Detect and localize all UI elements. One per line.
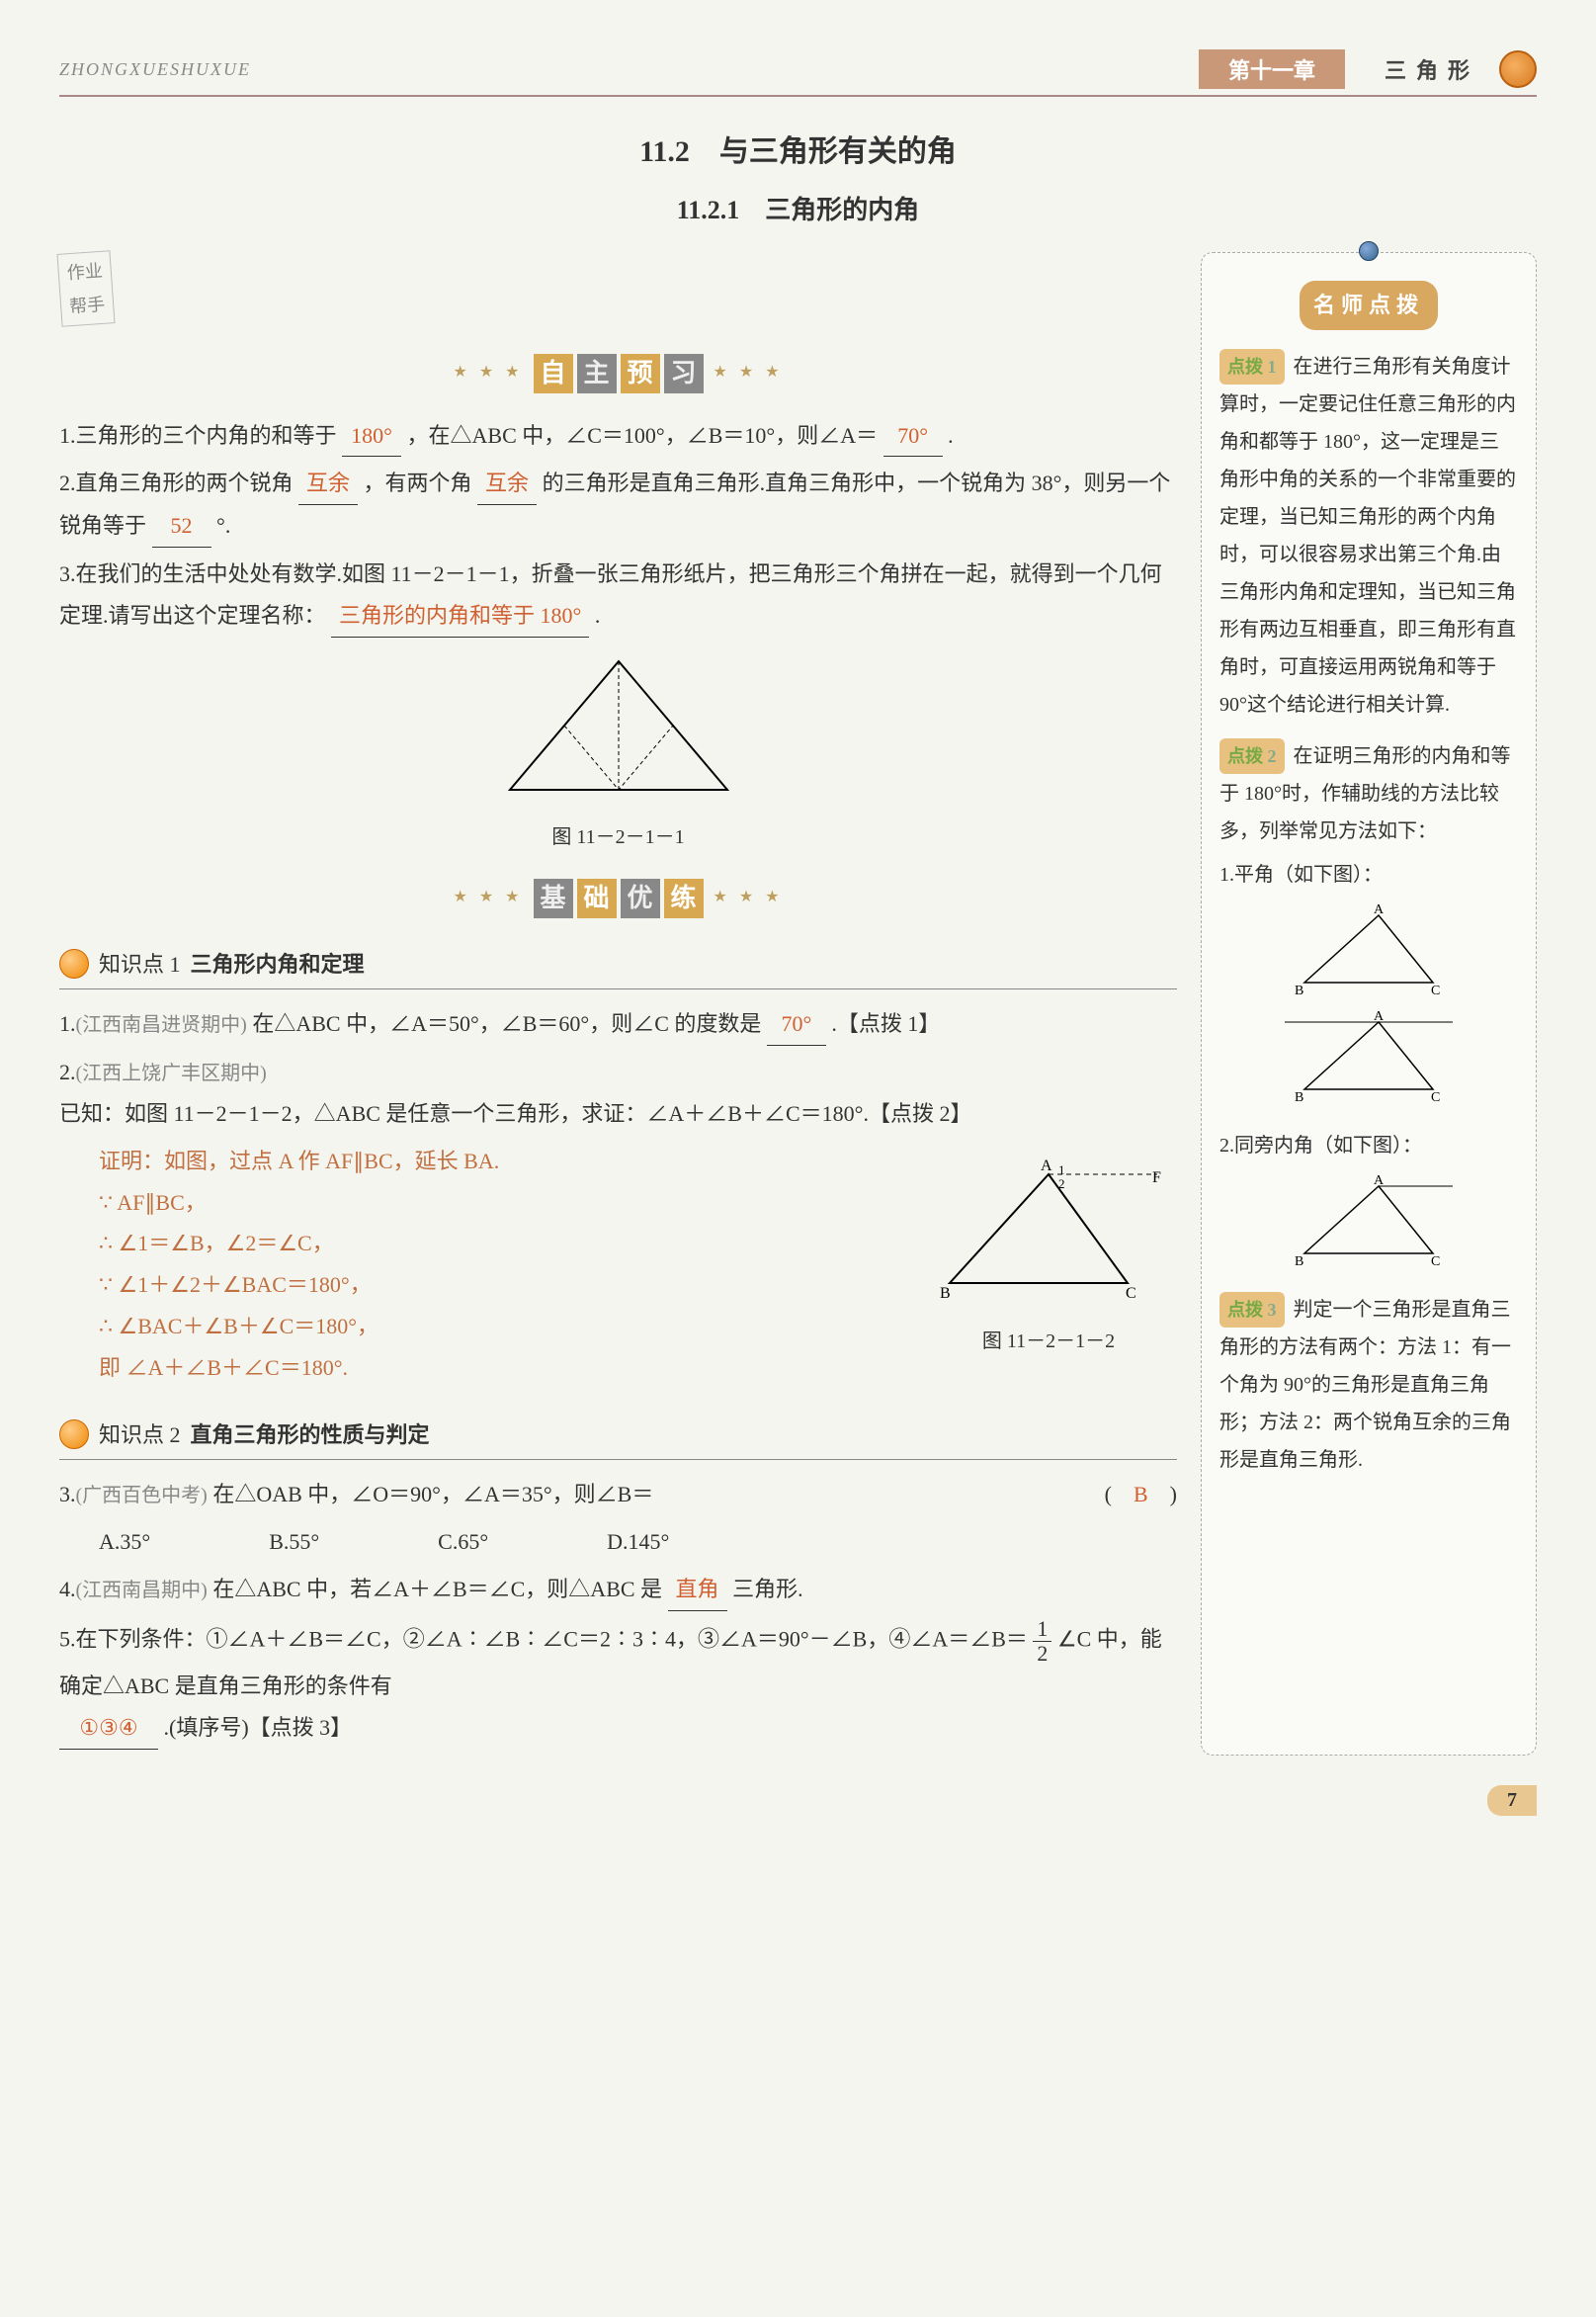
sidebar: 名师点拨 点拨 1 在进行三角形有关角度计算时，一定要记住任意三角形的内角和都等…	[1201, 252, 1537, 1756]
sidebar-fig-2: A B C	[1219, 1174, 1518, 1281]
ball-icon	[59, 949, 89, 979]
answer: ①③④	[59, 1707, 158, 1750]
svg-text:B: B	[1295, 1254, 1303, 1268]
tip-1: 点拨 1 在进行三角形有关角度计算时，一定要记住任意三角形的内角和都等于 180…	[1219, 348, 1518, 724]
svg-text:C: C	[1431, 1254, 1440, 1268]
proof: 证明：如图，过点 A 作 AF∥BC，延长 BA. ∵ AF∥BC， ∴ ∠1＝…	[99, 1141, 900, 1389]
stamp: 作业帮手	[59, 252, 1177, 331]
svg-text:B: B	[940, 1285, 951, 1302]
figure-11-2-1-1: 图 11－2－1－1	[59, 651, 1177, 857]
answer: 互余	[477, 463, 537, 505]
sidebar-title: 名师点拨	[1300, 281, 1438, 330]
topic-label: 三角形	[1385, 53, 1479, 85]
svg-text:2: 2	[1058, 1176, 1065, 1191]
knowledge-point-2-header: 知识点 2 直角三角形的性质与判定	[59, 1415, 1177, 1461]
star-icon: ★ ★ ★	[714, 358, 784, 387]
practice-banner: ★ ★ ★ 基 础 优 练 ★ ★ ★	[59, 874, 1177, 917]
answer: 70°	[883, 415, 943, 458]
kp2-q3: 3.(广西百色中考) 在△OAB 中，∠O＝90°，∠A＝35°，则∠B＝ ( …	[59, 1474, 1177, 1515]
answer: 180°	[342, 415, 401, 458]
star-icon: ★ ★ ★	[453, 883, 523, 912]
kp2-q4: 4.(江西南昌期中) 在△ABC 中，若∠A＋∠B＝∠C，则△ABC 是 直角 …	[59, 1569, 1177, 1611]
knowledge-point-1-header: 知识点 1 三角形内角和定理	[59, 944, 1177, 990]
method-2: 2.同旁内角（如下图）：	[1219, 1127, 1518, 1164]
section-title: 11.2 与三角形有关的角	[59, 127, 1537, 170]
svg-text:A: A	[1041, 1158, 1052, 1174]
svg-text:C: C	[1431, 1090, 1440, 1104]
figure-caption: 图 11－2－1－2	[920, 1323, 1177, 1360]
preview-banner: ★ ★ ★ 自 主 预 习 ★ ★ ★	[59, 349, 1177, 392]
svg-text:1: 1	[1058, 1162, 1065, 1177]
page-number: 7	[59, 1785, 1537, 1816]
figure-11-2-1-2: A 1 2 F B C 图 11－2－1－2	[920, 1155, 1177, 1360]
svg-text:C: C	[1431, 984, 1440, 997]
kp1-q2: 2.(江西上饶广丰区期中) 已知：如图 11－2－1－2，△ABC 是任意一个三…	[59, 1052, 1177, 1135]
preview-q1: 1.三角形的三个内角的和等于 180° ，在△ABC 中，∠C＝100°，∠B＝…	[59, 415, 1177, 458]
method-1: 1.平角（如下图）：	[1219, 856, 1518, 894]
svg-text:A: A	[1374, 903, 1385, 917]
kp1-q1: 1.(江西南昌进贤期中) 在△ABC 中，∠A＝50°，∠B＝60°，则∠C 的…	[59, 1003, 1177, 1046]
svg-text:A: A	[1374, 1010, 1385, 1024]
answer: 70°	[767, 1003, 826, 1046]
preview-q3: 3.在我们的生活中处处有数学.如图 11－2－1－1，折叠一张三角形纸片，把三角…	[59, 554, 1177, 638]
ball-icon	[59, 1419, 89, 1449]
star-icon: ★ ★ ★	[714, 883, 784, 912]
answer: 互余	[298, 463, 358, 505]
options: A.35° B.55° C.65° D.145°	[99, 1521, 1177, 1563]
chapter-badge: 第十一章	[1199, 49, 1345, 89]
answer: 三角形的内角和等于 180°	[331, 595, 589, 638]
star-icon: ★ ★ ★	[453, 358, 523, 387]
page-header: ZHONGXUESHUXUE 第十一章 三角形	[59, 49, 1537, 97]
preview-q2: 2.直角三角形的两个锐角 互余 ，有两个角 互余 的三角形是直角三角形.直角三角…	[59, 463, 1177, 548]
main-column: 作业帮手 ★ ★ ★ 自 主 预 习 ★ ★ ★ 1.三角形的三个内角的和等于 …	[59, 252, 1177, 1756]
answer: 52	[152, 505, 211, 548]
tip-3: 点拨 3 判定一个三角形是直角三角形的方法有两个：方法 1：有一个角为 90°的…	[1219, 1291, 1518, 1479]
tip-2: 点拨 2 在证明三角形的内角和等于 180°时，作辅助线的方法比较多，列举常见方…	[1219, 737, 1518, 850]
logo-icon	[1499, 50, 1537, 88]
svg-text:F: F	[1152, 1169, 1161, 1186]
svg-text:C: C	[1126, 1285, 1136, 1302]
svg-text:B: B	[1295, 1090, 1303, 1104]
sidebar-fig-1: A B C A B C	[1219, 903, 1518, 1117]
svg-text:A: A	[1374, 1174, 1385, 1188]
answer: B	[1134, 1482, 1148, 1506]
kp2-q5: 5.在下列条件：①∠A＋∠B＝∠C，②∠A∶∠B∶∠C＝2∶3∶4，③∠A＝90…	[59, 1617, 1177, 1750]
subsection-title: 11.2.1 三角形的内角	[59, 190, 1537, 226]
figure-caption: 图 11－2－1－1	[59, 818, 1177, 856]
answer: 直角	[668, 1569, 727, 1611]
svg-text:B: B	[1295, 984, 1303, 997]
header-pinyin: ZHONGXUESHUXUE	[59, 59, 1199, 80]
pin-icon	[1359, 241, 1379, 261]
